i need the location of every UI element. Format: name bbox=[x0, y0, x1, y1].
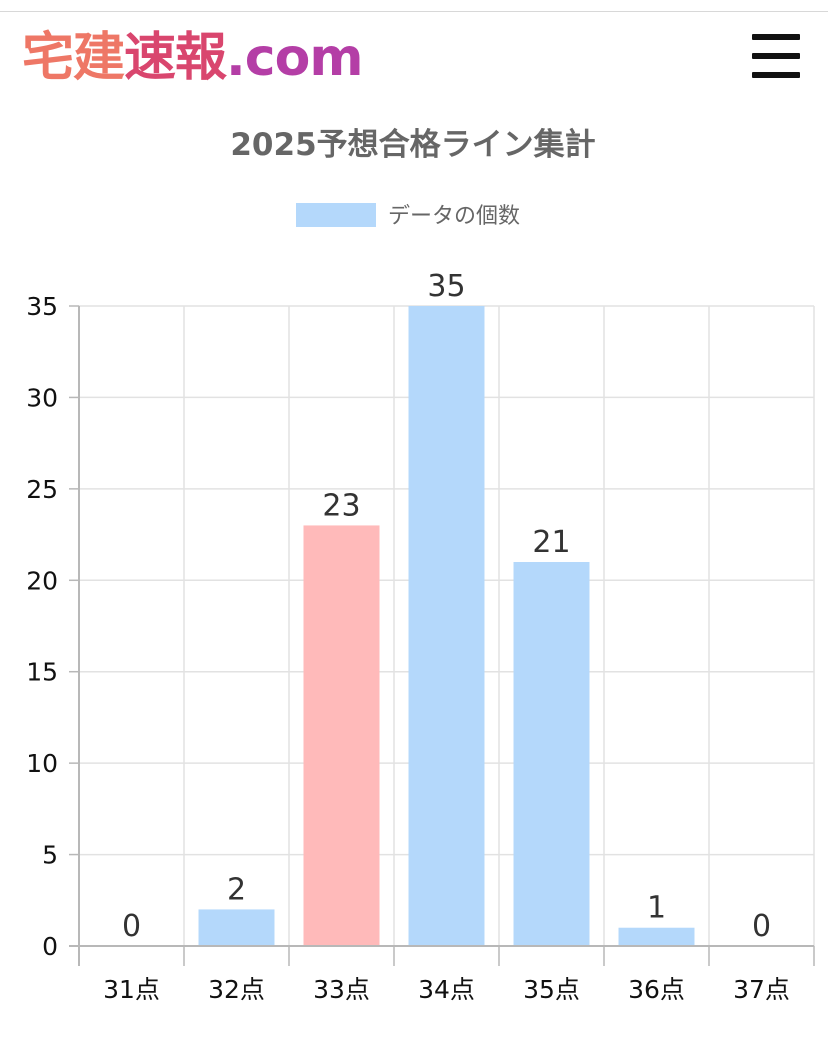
y-tick-label: 10 bbox=[26, 749, 58, 778]
bar-5[interactable] bbox=[513, 562, 590, 946]
chart-data-labels: 0 2 23 35 21 1 0 bbox=[122, 269, 771, 944]
x-tick-label-4: 34点 bbox=[418, 975, 475, 1004]
x-tick-label-2: 32点 bbox=[208, 975, 265, 1004]
logo-part-3: .com bbox=[226, 28, 363, 88]
y-tick-label: 20 bbox=[26, 566, 58, 595]
chart-title: 2025予想合格ライン集計 bbox=[230, 127, 595, 163]
y-tick-label: 25 bbox=[26, 475, 58, 504]
y-tick-label: 35 bbox=[26, 292, 58, 321]
chart-bars bbox=[198, 306, 695, 946]
x-tick-label-1: 31点 bbox=[103, 975, 160, 1004]
site-logo[interactable]: 宅建速報.com bbox=[22, 26, 364, 90]
bar-4[interactable] bbox=[408, 306, 485, 946]
hamburger-menu-icon[interactable] bbox=[748, 32, 804, 80]
data-label-3: 23 bbox=[322, 488, 360, 523]
data-label-2: 2 bbox=[227, 872, 246, 907]
x-axis-ticks: 31点 32点 33点 34点 35点 36点 37点 bbox=[103, 975, 790, 1004]
x-tick-label-3: 33点 bbox=[313, 975, 370, 1004]
logo-part-2: 速報 bbox=[124, 28, 227, 88]
data-label-4: 35 bbox=[427, 269, 465, 304]
logo-part-1: 宅建 bbox=[22, 28, 125, 88]
bar-2[interactable] bbox=[198, 909, 275, 946]
site-header: 宅建速報.com bbox=[0, 12, 828, 104]
data-label-7: 0 bbox=[752, 909, 771, 944]
chart-legend[interactable]: データの個数 bbox=[296, 203, 520, 229]
y-tick-label: 0 bbox=[42, 932, 58, 961]
y-tick-label: 5 bbox=[42, 841, 58, 870]
x-tick-label-6: 36点 bbox=[628, 975, 685, 1004]
chart-axes bbox=[69, 305, 815, 966]
top-divider bbox=[0, 11, 828, 12]
legend-swatch bbox=[296, 203, 376, 227]
x-tick-label-7: 37点 bbox=[733, 975, 790, 1004]
y-tick-label: 15 bbox=[26, 658, 58, 687]
data-label-6: 1 bbox=[647, 891, 666, 926]
data-label-1: 0 bbox=[122, 909, 141, 944]
bar-3[interactable] bbox=[303, 525, 380, 946]
y-axis-ticks: 0 5 10 15 20 25 30 35 bbox=[26, 292, 58, 961]
data-label-5: 21 bbox=[532, 525, 570, 560]
x-tick-label-5: 35点 bbox=[523, 975, 580, 1004]
y-tick-label: 30 bbox=[26, 383, 58, 412]
bar-6[interactable] bbox=[618, 927, 695, 946]
legend-label: データの個数 bbox=[388, 204, 520, 229]
